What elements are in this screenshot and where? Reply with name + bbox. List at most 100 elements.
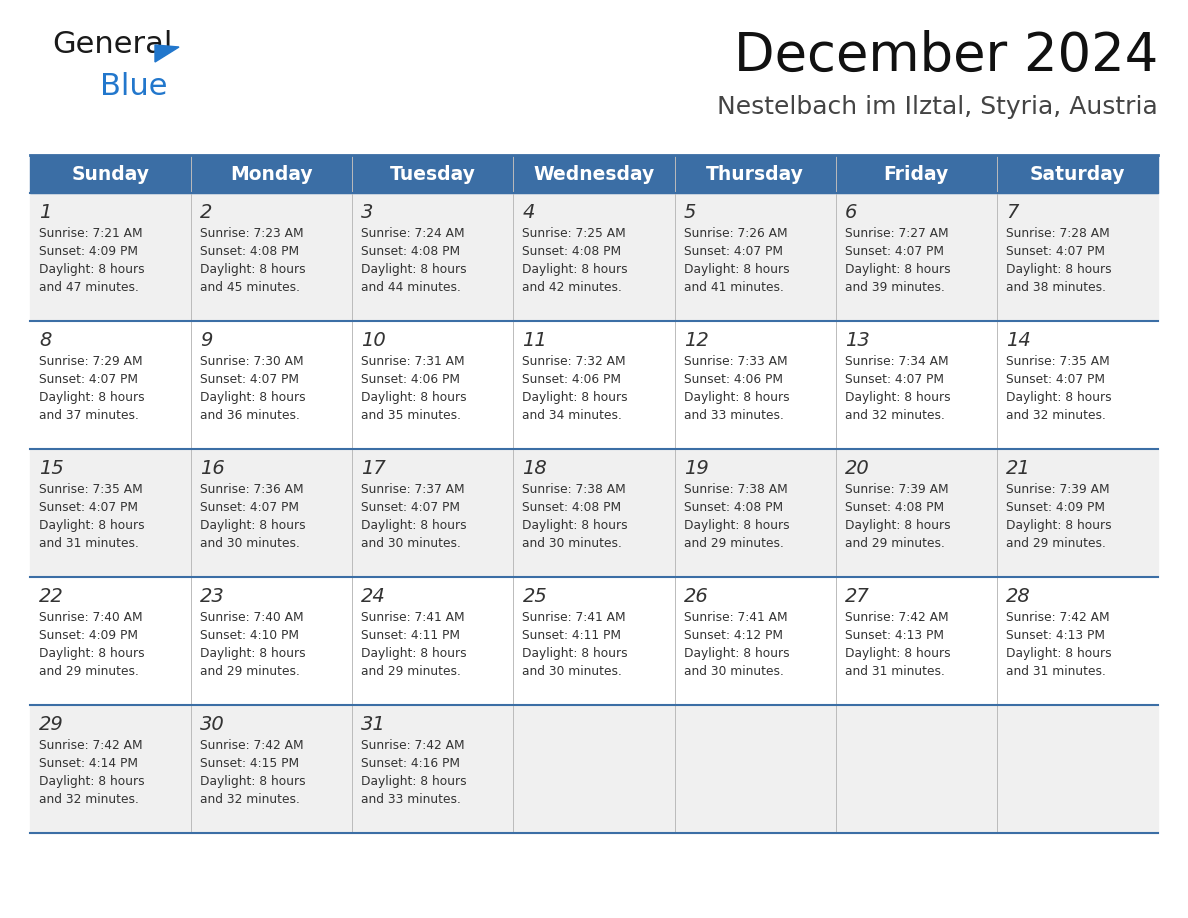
Text: Daylight: 8 hours: Daylight: 8 hours: [683, 647, 789, 660]
Text: Daylight: 8 hours: Daylight: 8 hours: [39, 775, 145, 788]
Text: Sunrise: 7:31 AM: Sunrise: 7:31 AM: [361, 355, 465, 368]
Text: and 29 minutes.: and 29 minutes.: [683, 537, 783, 550]
Text: Daylight: 8 hours: Daylight: 8 hours: [200, 263, 305, 276]
Text: and 47 minutes.: and 47 minutes.: [39, 281, 139, 294]
Text: Sunset: 4:07 PM: Sunset: 4:07 PM: [845, 373, 943, 386]
Text: Daylight: 8 hours: Daylight: 8 hours: [361, 647, 467, 660]
Text: Sunset: 4:08 PM: Sunset: 4:08 PM: [523, 501, 621, 514]
Bar: [30, 321, 1158, 449]
Text: Daylight: 8 hours: Daylight: 8 hours: [523, 263, 628, 276]
Text: 29: 29: [39, 715, 64, 734]
Text: Sunset: 4:08 PM: Sunset: 4:08 PM: [683, 501, 783, 514]
Text: 22: 22: [39, 587, 64, 606]
Text: and 29 minutes.: and 29 minutes.: [1006, 537, 1106, 550]
Text: and 32 minutes.: and 32 minutes.: [39, 793, 139, 806]
Text: Daylight: 8 hours: Daylight: 8 hours: [200, 391, 305, 404]
Text: 25: 25: [523, 587, 548, 606]
Text: Sunrise: 7:29 AM: Sunrise: 7:29 AM: [39, 355, 143, 368]
Text: Sunrise: 7:24 AM: Sunrise: 7:24 AM: [361, 227, 465, 240]
Bar: [30, 155, 1158, 193]
Text: Sunset: 4:09 PM: Sunset: 4:09 PM: [39, 629, 138, 642]
Text: 8: 8: [39, 331, 51, 350]
Text: and 30 minutes.: and 30 minutes.: [683, 665, 783, 678]
Text: Blue: Blue: [100, 72, 168, 101]
Text: Daylight: 8 hours: Daylight: 8 hours: [845, 647, 950, 660]
Text: 28: 28: [1006, 587, 1031, 606]
Text: Sunrise: 7:41 AM: Sunrise: 7:41 AM: [361, 611, 465, 624]
Text: Sunset: 4:07 PM: Sunset: 4:07 PM: [845, 245, 943, 258]
Text: Sunrise: 7:38 AM: Sunrise: 7:38 AM: [683, 483, 788, 496]
Text: December 2024: December 2024: [734, 30, 1158, 82]
Text: Sunrise: 7:23 AM: Sunrise: 7:23 AM: [200, 227, 304, 240]
Text: Sunset: 4:11 PM: Sunset: 4:11 PM: [523, 629, 621, 642]
Text: and 31 minutes.: and 31 minutes.: [39, 537, 139, 550]
Text: Sunday: Sunday: [71, 164, 150, 184]
Text: and 32 minutes.: and 32 minutes.: [1006, 409, 1106, 422]
Text: Sunset: 4:15 PM: Sunset: 4:15 PM: [200, 757, 299, 770]
Text: Daylight: 8 hours: Daylight: 8 hours: [1006, 647, 1112, 660]
Text: Daylight: 8 hours: Daylight: 8 hours: [845, 263, 950, 276]
Text: Daylight: 8 hours: Daylight: 8 hours: [39, 263, 145, 276]
Text: Sunrise: 7:25 AM: Sunrise: 7:25 AM: [523, 227, 626, 240]
Text: and 44 minutes.: and 44 minutes.: [361, 281, 461, 294]
Text: Sunrise: 7:40 AM: Sunrise: 7:40 AM: [39, 611, 143, 624]
Text: Nestelbach im Ilztal, Styria, Austria: Nestelbach im Ilztal, Styria, Austria: [718, 95, 1158, 119]
Text: 19: 19: [683, 459, 708, 478]
Text: Daylight: 8 hours: Daylight: 8 hours: [200, 775, 305, 788]
Text: and 31 minutes.: and 31 minutes.: [1006, 665, 1106, 678]
Text: and 29 minutes.: and 29 minutes.: [39, 665, 139, 678]
Text: 5: 5: [683, 203, 696, 222]
Text: Sunset: 4:06 PM: Sunset: 4:06 PM: [361, 373, 460, 386]
Text: Daylight: 8 hours: Daylight: 8 hours: [39, 519, 145, 532]
Text: 18: 18: [523, 459, 548, 478]
Text: Sunrise: 7:36 AM: Sunrise: 7:36 AM: [200, 483, 304, 496]
Text: 24: 24: [361, 587, 386, 606]
Text: Sunset: 4:09 PM: Sunset: 4:09 PM: [39, 245, 138, 258]
Text: Daylight: 8 hours: Daylight: 8 hours: [523, 519, 628, 532]
Text: Sunset: 4:07 PM: Sunset: 4:07 PM: [361, 501, 460, 514]
Text: 23: 23: [200, 587, 225, 606]
Text: 10: 10: [361, 331, 386, 350]
Text: Sunrise: 7:33 AM: Sunrise: 7:33 AM: [683, 355, 788, 368]
Text: and 30 minutes.: and 30 minutes.: [523, 665, 623, 678]
Text: Sunset: 4:16 PM: Sunset: 4:16 PM: [361, 757, 460, 770]
Text: Friday: Friday: [884, 164, 949, 184]
Text: Sunset: 4:07 PM: Sunset: 4:07 PM: [683, 245, 783, 258]
Text: Daylight: 8 hours: Daylight: 8 hours: [683, 391, 789, 404]
Text: Sunrise: 7:38 AM: Sunrise: 7:38 AM: [523, 483, 626, 496]
Text: Sunrise: 7:32 AM: Sunrise: 7:32 AM: [523, 355, 626, 368]
Text: Sunrise: 7:35 AM: Sunrise: 7:35 AM: [1006, 355, 1110, 368]
Text: Daylight: 8 hours: Daylight: 8 hours: [361, 519, 467, 532]
Text: and 29 minutes.: and 29 minutes.: [200, 665, 301, 678]
Text: Daylight: 8 hours: Daylight: 8 hours: [361, 775, 467, 788]
Text: Saturday: Saturday: [1030, 164, 1125, 184]
Text: and 30 minutes.: and 30 minutes.: [200, 537, 301, 550]
Text: Sunrise: 7:37 AM: Sunrise: 7:37 AM: [361, 483, 465, 496]
Text: Sunset: 4:08 PM: Sunset: 4:08 PM: [523, 245, 621, 258]
Text: and 32 minutes.: and 32 minutes.: [200, 793, 301, 806]
Text: and 33 minutes.: and 33 minutes.: [361, 793, 461, 806]
Text: Daylight: 8 hours: Daylight: 8 hours: [39, 647, 145, 660]
Text: 30: 30: [200, 715, 225, 734]
Text: 3: 3: [361, 203, 374, 222]
Text: Sunset: 4:09 PM: Sunset: 4:09 PM: [1006, 501, 1105, 514]
Bar: [30, 193, 1158, 321]
Text: Sunset: 4:14 PM: Sunset: 4:14 PM: [39, 757, 138, 770]
Text: Sunrise: 7:30 AM: Sunrise: 7:30 AM: [200, 355, 304, 368]
Text: Sunrise: 7:39 AM: Sunrise: 7:39 AM: [1006, 483, 1110, 496]
Text: 27: 27: [845, 587, 870, 606]
Text: Sunset: 4:08 PM: Sunset: 4:08 PM: [845, 501, 943, 514]
Text: Sunset: 4:07 PM: Sunset: 4:07 PM: [39, 373, 138, 386]
Text: Sunset: 4:07 PM: Sunset: 4:07 PM: [39, 501, 138, 514]
Text: and 29 minutes.: and 29 minutes.: [361, 665, 461, 678]
Text: Sunset: 4:07 PM: Sunset: 4:07 PM: [1006, 245, 1105, 258]
Text: and 33 minutes.: and 33 minutes.: [683, 409, 783, 422]
Text: Sunrise: 7:28 AM: Sunrise: 7:28 AM: [1006, 227, 1110, 240]
Text: Sunset: 4:07 PM: Sunset: 4:07 PM: [200, 501, 299, 514]
Text: Sunrise: 7:27 AM: Sunrise: 7:27 AM: [845, 227, 948, 240]
Text: Daylight: 8 hours: Daylight: 8 hours: [523, 391, 628, 404]
Text: 20: 20: [845, 459, 870, 478]
Text: Daylight: 8 hours: Daylight: 8 hours: [200, 519, 305, 532]
Text: Sunrise: 7:35 AM: Sunrise: 7:35 AM: [39, 483, 143, 496]
Text: 13: 13: [845, 331, 870, 350]
